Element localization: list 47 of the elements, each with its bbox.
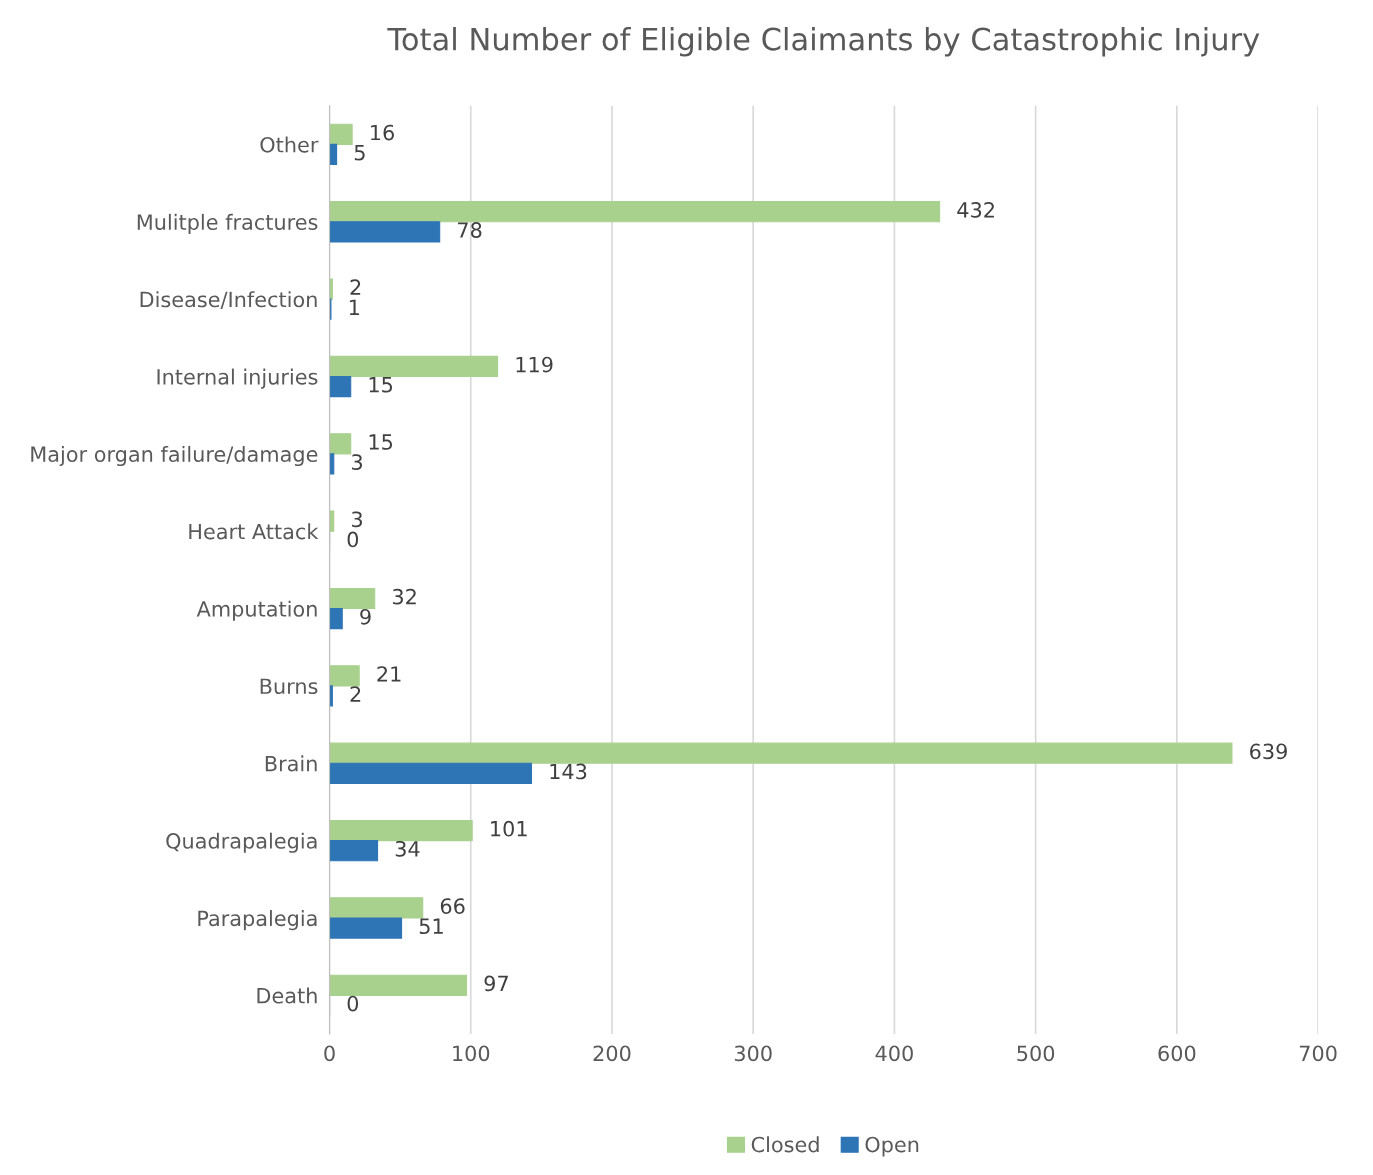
- data-label: 15: [369, 434, 393, 450]
- data-label: 2: [350, 686, 361, 702]
- data-label: 32: [392, 588, 416, 605]
- y-tick-label: Other: [260, 136, 319, 153]
- y-tick-label: Brain: [265, 755, 317, 772]
- data-label: 15: [369, 377, 393, 393]
- data-label: 78: [458, 222, 482, 238]
- chart-title: Total Number of Eligible Claimants by Catastrophic Injury: [387, 26, 1260, 57]
- data-label: 51: [419, 918, 443, 935]
- x-tick-label: 500: [1017, 1045, 1055, 1062]
- x-tick-label: 100: [453, 1045, 490, 1062]
- x-tick-label: 0: [324, 1045, 335, 1062]
- y-tick-label: Quadrapalegia: [166, 832, 317, 853]
- data-label: 143: [550, 763, 587, 780]
- y-tick-label: Amputation: [196, 600, 317, 621]
- data-label: 97: [484, 975, 508, 992]
- y-tick-label: Disease/Infection: [140, 291, 317, 309]
- x-tick-label: 400: [875, 1045, 913, 1062]
- legend-label: Closed: [751, 1136, 819, 1153]
- data-label: 66: [440, 898, 465, 914]
- y-tick-label: Mulitple fractures: [137, 213, 318, 235]
- data-label: 3: [352, 511, 363, 528]
- data-label: 432: [957, 202, 994, 218]
- data-label: 119: [516, 356, 553, 373]
- data-label: 2: [350, 279, 361, 295]
- data-label: 639: [1250, 743, 1287, 760]
- y-tick-label: Parapalegia: [198, 910, 317, 931]
- data-label: 9: [360, 608, 371, 625]
- data-label: 5: [354, 145, 365, 161]
- data-label: 0: [347, 995, 359, 1012]
- y-tick-label: Death: [257, 987, 317, 1004]
- data-label: 101: [491, 820, 527, 837]
- data-label: 16: [371, 124, 394, 141]
- data-label: 3: [352, 454, 363, 470]
- x-tick-label: 600: [1158, 1045, 1196, 1062]
- x-tick-label: 700: [1299, 1045, 1337, 1062]
- y-tick-label: Major organ failure/damage: [31, 445, 318, 467]
- y-tick-label: Internal injuries: [157, 368, 318, 389]
- legend-label: Open: [865, 1136, 919, 1157]
- x-tick-label: 200: [593, 1045, 631, 1062]
- data-label: 34: [395, 840, 420, 857]
- data-label: 21: [377, 666, 401, 682]
- data-label: 0: [347, 531, 359, 548]
- data-label: 1: [349, 299, 359, 315]
- y-tick-label: Burns: [260, 678, 318, 695]
- y-tick-label: Heart Attack: [189, 523, 319, 540]
- x-tick-label: 300: [734, 1045, 772, 1062]
